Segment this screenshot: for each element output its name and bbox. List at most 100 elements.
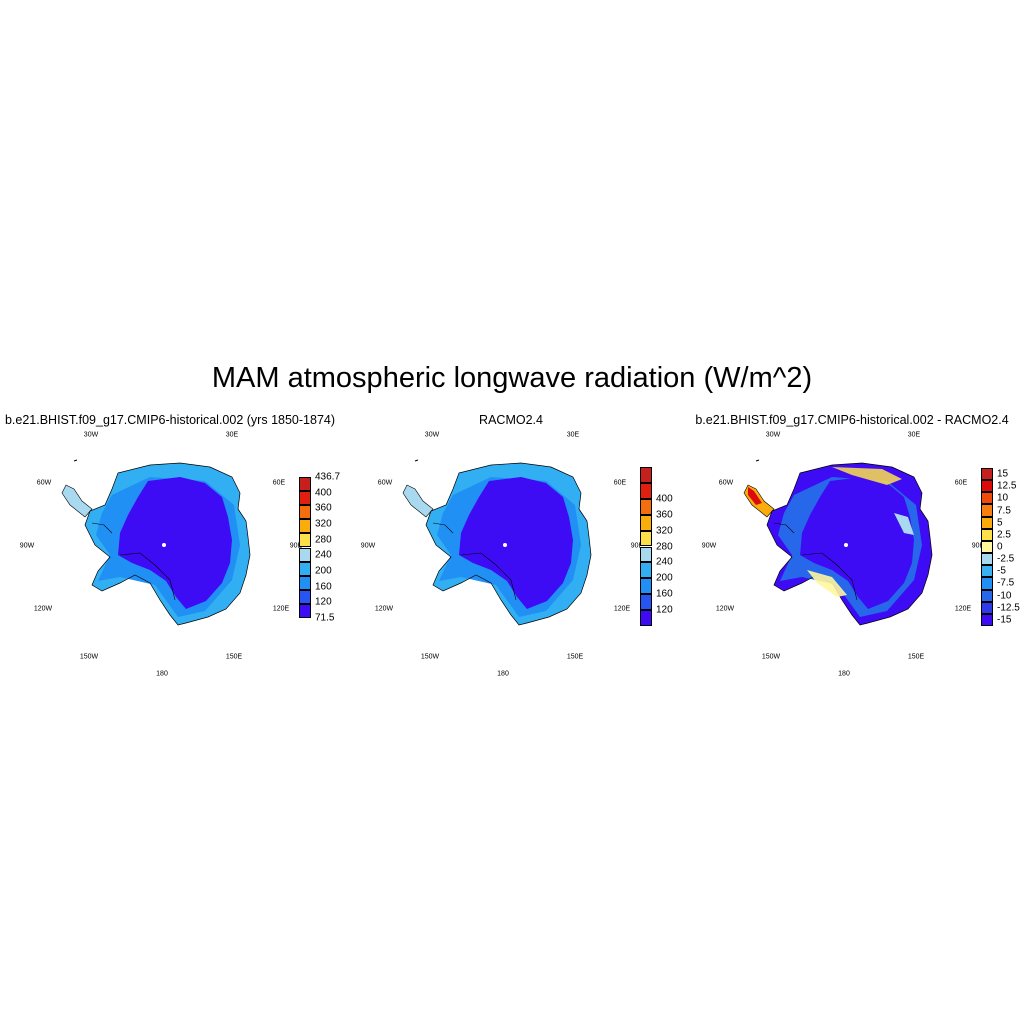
panel-title: b.e21.BHIST.f09_g17.CMIP6-historical.002… [4,413,336,427]
colorbar-label: 240 [656,556,673,568]
lon-label-60e: 60E [613,479,627,487]
colorbar-label: 71.5 [315,612,335,624]
colorbar-swatch [981,553,993,566]
colorbar-label: 160 [656,588,673,600]
lon-label-150w: 150W [79,653,99,661]
colorbar-label: 360 [656,509,673,521]
lon-label-120w: 120W [374,605,394,613]
colorbar-label: 120 [315,596,332,608]
figure-title: MAM atmospheric longwave radiation (W/m^… [211,362,813,394]
colorbar-swatch [981,468,993,481]
antarctica-map [61,459,251,626]
colorbar-swatch [299,477,311,492]
colorbar-swatch [981,504,993,517]
lon-label-90e: 90E [630,542,644,550]
colorbar-swatch [981,540,993,554]
ross-grounding-line [801,552,858,601]
lon-label-90w: 90W [19,542,35,550]
ronne-grounding-line [432,522,454,534]
lon-label-60e: 60E [272,479,286,487]
south-pole-marker [162,543,166,547]
graticule-tick [755,459,760,462]
ice-sheet-interior [459,477,573,609]
colorbar-label: 436.7 [315,471,341,483]
colorbar-label: 120 [656,604,673,616]
antarctica-map [743,459,933,626]
antarctic-peninsula [61,484,93,518]
colorbar-swatch [640,514,652,531]
colorbar-swatch [299,575,311,590]
model-panel: b.e21.BHIST.f09_g17.CMIP6-historical.002… [0,405,340,685]
anomaly-east-coast [894,513,914,535]
lon-label-60w: 60W [718,479,734,487]
colorbar-swatch [981,492,993,505]
colorbar-label: 5 [997,517,1003,529]
anomaly-positive-coast [832,467,902,485]
colorbar-label: 360 [315,502,332,514]
colorbar-swatch [299,589,311,604]
colorbar-swatch [981,601,993,614]
lon-label-150e: 150E [566,653,584,661]
colorbar-label: 2.5 [997,529,1011,541]
ross-grounding-line [460,552,517,601]
difference-panel: b.e21.BHIST.f09_g17.CMIP6-historical.002… [682,405,1022,685]
colorbar-label: 400 [656,493,673,505]
colorbar-swatch [299,603,311,618]
panel-title: b.e21.BHIST.f09_g17.CMIP6-historical.002… [695,413,1009,427]
lon-label-30w: 30W [765,431,781,439]
colorbar-swatch [640,530,652,547]
colorbar-swatch [981,565,993,578]
colorbar-label: 400 [315,487,332,499]
lon-label-120e: 120E [613,605,631,613]
lon-label-30e: 30E [566,431,580,439]
anomaly-positive-ross [807,570,847,597]
colorbar-label: 10 [997,492,1009,504]
south-pole-marker [503,543,507,547]
lon-label-120e: 120E [272,605,290,613]
lon-label-90w: 90W [701,542,717,550]
colorbar: 120 160 200 240 280 320 360 400 [640,467,680,626]
colorbar-swatch [640,594,652,611]
graticule-tick [73,459,78,462]
south-pole-marker [844,543,848,547]
colorbar-label: 12.5 [997,480,1017,492]
colorbar-swatch [981,516,993,529]
colorbar-label: 7.5 [997,505,1011,517]
colorbar-label: -5 [997,565,1006,577]
colorbar-swatch [640,467,652,483]
colorbar-label: -10 [997,590,1012,602]
colorbar-label: 320 [315,518,332,530]
colorbar-swatch [299,491,311,506]
lon-label-180: 180 [838,670,850,678]
lon-label-30e: 30E [907,431,921,439]
lon-label-150w: 150W [761,653,781,661]
colorbar-swatch [981,528,993,541]
colorbar-label: 200 [656,572,673,584]
lon-label-90e: 90E [289,542,303,550]
colorbar-label: 320 [656,525,673,537]
anomaly-peninsula-hot [748,487,762,505]
colorbar-swatch [640,610,652,626]
ronne-grounding-line [773,522,795,534]
colorbar-swatch [640,578,652,595]
lon-label-150w: 150W [420,653,440,661]
ice-sheet-interior [800,477,914,609]
colorbar-label: 280 [315,534,332,546]
lon-label-150e: 150E [225,653,243,661]
colorbar-label: 15 [997,468,1009,480]
colorbar-swatch [640,546,652,563]
colorbar-swatch [299,561,311,576]
lon-label-90w: 90W [360,542,376,550]
lon-label-180: 180 [156,670,168,678]
lon-label-60w: 60W [36,479,52,487]
antarctic-peninsula [402,484,434,518]
ronne-grounding-line [91,522,113,534]
lon-label-30w: 30W [83,431,99,439]
colorbar-swatch [981,589,993,602]
colorbar-swatch [640,562,652,579]
colorbar-swatch [640,498,652,515]
racmo-panel: RACMO2.4 30W 30E 60W 60E 90W 90E 120W 12… [341,405,681,685]
colorbar-swatch [981,480,993,493]
lon-label-30e: 30E [225,431,239,439]
colorbar-label: 280 [656,541,673,552]
